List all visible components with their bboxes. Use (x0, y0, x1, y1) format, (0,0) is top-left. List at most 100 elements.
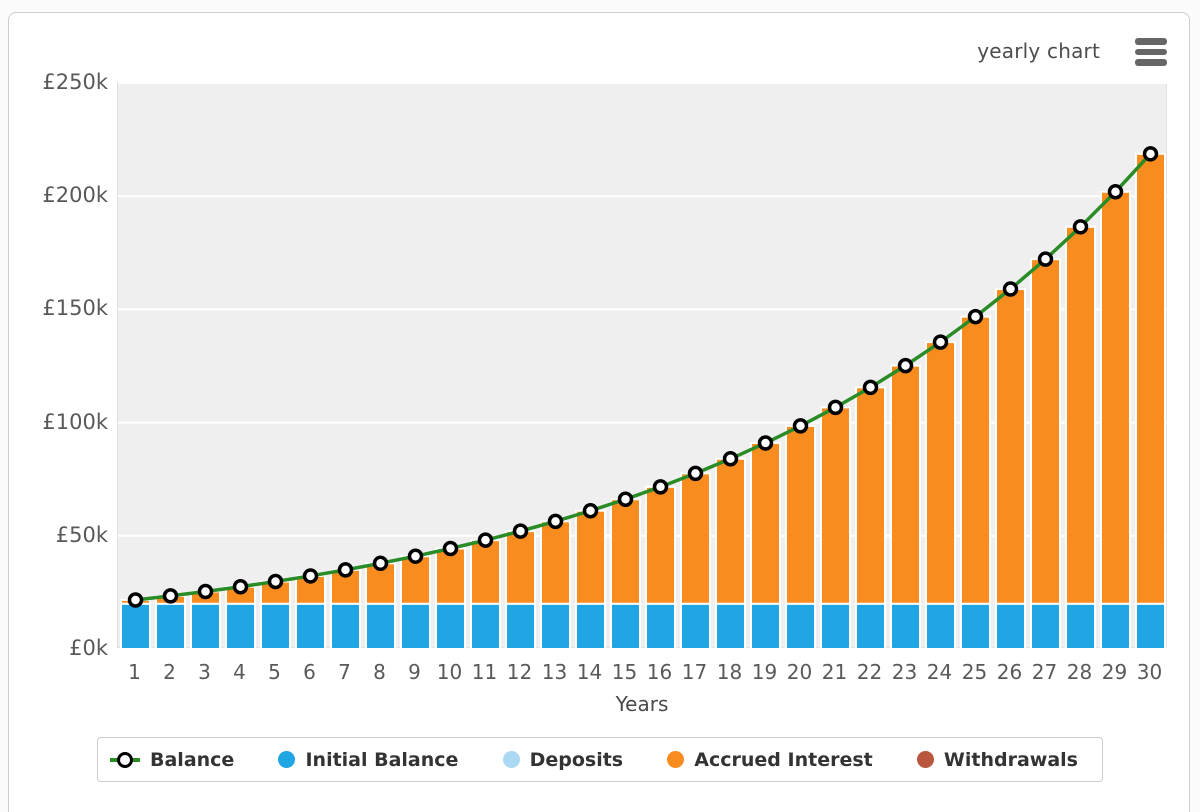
legend-item-balance[interactable]: Balance (110, 749, 234, 771)
bar-segment (540, 602, 571, 650)
bar-segment (435, 602, 466, 650)
bar-segment (645, 485, 676, 605)
bar-segment (1100, 190, 1131, 605)
bar-segment (470, 602, 501, 650)
bar-segment (260, 602, 291, 650)
y-axis-labels: £250k £200k £150k £100k £50k £0k (0, 0, 108, 700)
bar-segment (155, 602, 186, 650)
bar-segment (610, 602, 641, 650)
balance-marker (547, 513, 564, 530)
x-tick-label: 29 (1101, 660, 1128, 684)
legend-item-initial-balance[interactable]: Initial Balance (278, 749, 458, 771)
x-tick-label: 28 (1066, 660, 1093, 684)
x-tick-label: 3 (198, 660, 211, 684)
x-tick-label: 8 (373, 660, 386, 684)
x-tick-label: 24 (926, 660, 953, 684)
deposits-swatch-icon (502, 751, 520, 768)
bar-segment (435, 547, 466, 605)
balance-marker (967, 308, 984, 325)
balance-line-marker-icon (110, 751, 140, 769)
bar-segment (890, 602, 921, 650)
bar-segment (785, 424, 816, 605)
initial-balance-swatch-icon (278, 751, 296, 768)
bar-segment (890, 364, 921, 605)
withdrawals-swatch-icon (916, 751, 934, 768)
bar-segment (505, 530, 536, 605)
legend-label: Accrued Interest (694, 748, 873, 771)
balance-marker (827, 399, 844, 416)
bar-segment (505, 602, 536, 650)
x-tick-label: 20 (786, 660, 813, 684)
balance-marker (127, 592, 144, 608)
x-tick-label: 26 (996, 660, 1023, 684)
bar-segment (1030, 602, 1061, 650)
x-tick-label: 1 (128, 660, 141, 684)
bar-segment (400, 602, 431, 650)
bar-segment (610, 498, 641, 605)
hamburger-menu-icon[interactable] (1135, 38, 1167, 66)
legend-label: Withdrawals (943, 748, 1078, 771)
x-tick-label: 19 (751, 660, 778, 684)
bar-segment (785, 602, 816, 650)
bar-segment (925, 602, 956, 650)
bar-segment (820, 406, 851, 605)
balance-marker (687, 465, 704, 482)
x-tick-label: 6 (303, 660, 316, 684)
balance-marker (512, 523, 529, 539)
balance-marker (302, 568, 319, 584)
legend-item-accrued-interest[interactable]: Accrued Interest (667, 748, 873, 771)
chart-legend: Balance Initial Balance Deposits Accrued… (97, 737, 1103, 782)
y-tick-label: £200k (42, 183, 108, 208)
bar-segment (960, 602, 991, 650)
x-tick-label: 7 (338, 660, 351, 684)
balance-marker (232, 578, 249, 595)
x-axis-title: Years (615, 692, 669, 716)
balance-marker (652, 479, 669, 495)
bar-segment (995, 288, 1026, 605)
x-tick-label: 23 (891, 660, 918, 684)
balance-marker (617, 491, 634, 508)
x-tick-label: 18 (716, 660, 743, 684)
x-tick-label: 4 (233, 660, 246, 684)
bar-segment (330, 602, 361, 650)
bar-segment (400, 555, 431, 605)
balance-marker (582, 502, 599, 519)
x-tick-label: 12 (506, 660, 533, 684)
bar-segment (1135, 152, 1166, 605)
bar-segment (960, 315, 991, 605)
legend-item-withdrawals[interactable]: Withdrawals (916, 748, 1078, 771)
bar-segment (1030, 258, 1061, 605)
bar-segment (225, 602, 256, 650)
balance-marker (267, 573, 284, 590)
bar-segment (715, 457, 746, 605)
x-tick-label: 16 (646, 660, 673, 684)
legend-label: Deposits (529, 748, 624, 771)
balance-marker (197, 583, 214, 600)
balance-marker (442, 540, 459, 557)
x-tick-label: 21 (821, 660, 848, 684)
x-tick-label: 15 (611, 660, 638, 684)
bar-segment (540, 520, 571, 605)
balance-marker (1107, 184, 1124, 200)
bar-segment (575, 602, 606, 650)
legend-label: Initial Balance (305, 748, 459, 771)
balance-marker (477, 532, 494, 548)
balance-marker (1072, 219, 1089, 235)
legend-item-deposits[interactable]: Deposits (502, 748, 624, 771)
x-tick-label: 2 (163, 660, 176, 684)
x-tick-label: 13 (541, 660, 568, 684)
balance-marker (162, 588, 179, 604)
x-tick-label: 14 (576, 660, 603, 684)
chart-svg (118, 82, 1168, 650)
y-tick-label: £150k (42, 296, 108, 321)
chart-plot-area[interactable] (117, 82, 1168, 650)
bar-segment (470, 539, 501, 605)
bar-segment (995, 602, 1026, 650)
x-tick-label: 9 (408, 660, 421, 684)
bar-segment (295, 602, 326, 650)
bar-segment (715, 602, 746, 650)
bar-segment (855, 602, 886, 650)
balance-marker (757, 435, 774, 451)
balance-marker (1037, 251, 1054, 267)
